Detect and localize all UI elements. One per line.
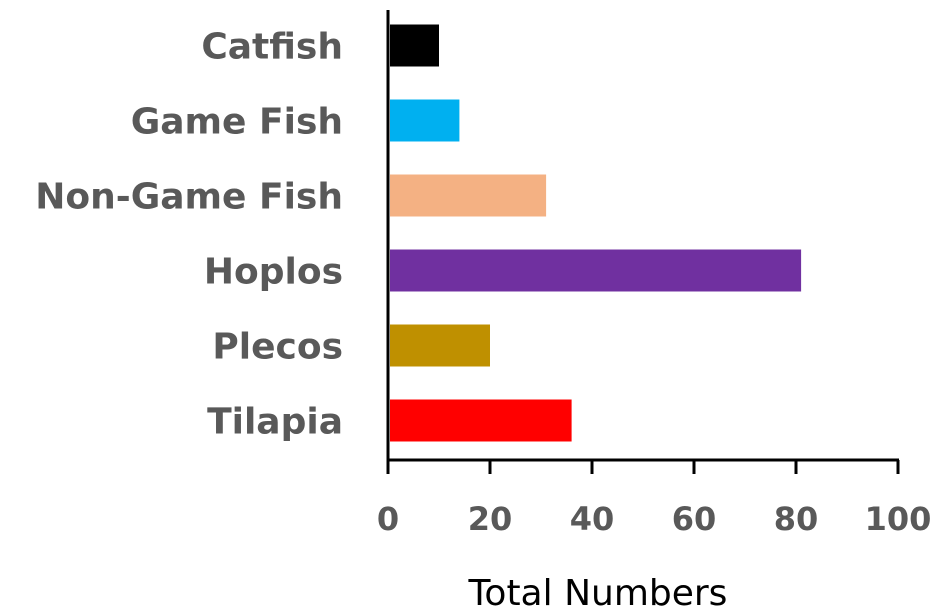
x-tick-label: 80 [774, 500, 819, 538]
category-label: Non-Game Fish [35, 177, 343, 218]
x-tick-label: 0 [377, 500, 399, 538]
category-label: Catfish [201, 27, 343, 68]
category-labels: Catfish Game Fish Non-Game Fish Hoplos Pleco… [35, 27, 343, 443]
x-axis-title: Total Numbers [468, 573, 728, 613]
category-label: Game Fish [131, 102, 343, 143]
category-label: Tilapia [207, 402, 343, 443]
x-tick-label: 60 [672, 500, 717, 538]
bars-group [390, 24, 802, 442]
bar-non-game-fish [390, 174, 547, 217]
x-tick-labels: 0 20 40 60 80 100 [377, 500, 932, 538]
x-tick-label: 100 [865, 500, 932, 538]
bar-catfish [390, 24, 439, 67]
x-tick-label: 40 [570, 500, 615, 538]
bar-hoplos [390, 249, 802, 292]
bar-game-fish [390, 99, 460, 142]
category-label: Plecos [212, 327, 343, 368]
bar-tilapia [390, 399, 572, 442]
category-label: Hoplos [204, 252, 343, 293]
x-tick-label: 20 [468, 500, 513, 538]
bar-plecos [390, 324, 490, 367]
x-axis-ticks [386, 460, 900, 474]
